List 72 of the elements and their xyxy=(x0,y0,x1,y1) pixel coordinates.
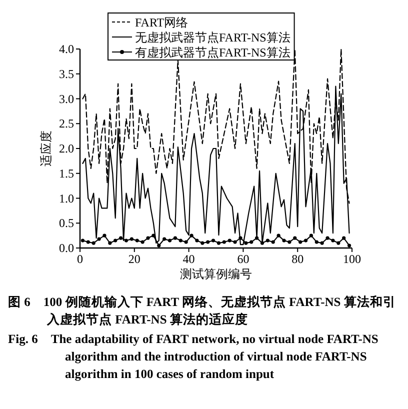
point xyxy=(102,234,106,238)
text: 图 6 100 例随机输入下 FART 网络、无虚拟节点 FART-NS 算法和引入虚拟节点 FART-NS 算法的适应度 xyxy=(8,294,396,326)
point xyxy=(266,238,270,242)
x-tick-label: 0 xyxy=(77,252,83,266)
x-axis-title: 测试算例编号 xyxy=(180,267,252,281)
point xyxy=(80,238,85,242)
point xyxy=(238,236,242,240)
y-axis-title: 适应度 xyxy=(39,130,53,166)
point xyxy=(92,241,96,245)
point xyxy=(336,241,340,245)
x-tick-label: 40 xyxy=(182,252,195,266)
y-tick-label: 2.0 xyxy=(59,142,74,156)
point xyxy=(271,240,275,244)
point xyxy=(152,234,156,238)
point xyxy=(157,244,161,248)
point xyxy=(331,238,335,242)
point xyxy=(195,238,199,242)
y-tick-label: 2.5 xyxy=(59,116,74,131)
point xyxy=(320,241,324,245)
point xyxy=(326,236,330,240)
point xyxy=(168,238,172,242)
point xyxy=(314,240,318,244)
legend-label: 有虚拟武器节点FART-NS算法 xyxy=(135,46,290,60)
point xyxy=(97,237,101,241)
point xyxy=(260,241,264,245)
x-tick-label: 100 xyxy=(343,252,361,266)
point xyxy=(211,238,216,242)
point xyxy=(86,240,90,244)
point xyxy=(173,236,177,240)
point xyxy=(190,234,194,238)
legend-label: FART网络 xyxy=(135,16,188,30)
point xyxy=(288,240,292,244)
point xyxy=(250,240,254,244)
point xyxy=(130,237,134,241)
y-tick-label: 0.0 xyxy=(59,241,74,255)
x-tick-label: 80 xyxy=(292,252,304,266)
x-tick-label: 20 xyxy=(128,252,140,266)
point xyxy=(206,240,210,244)
point xyxy=(222,240,226,244)
point xyxy=(114,238,118,242)
point xyxy=(244,241,248,245)
point xyxy=(216,241,221,245)
point xyxy=(119,236,123,240)
y-tick-label: 3.5 xyxy=(59,66,74,81)
point xyxy=(304,238,308,242)
point xyxy=(178,238,182,242)
point xyxy=(282,238,286,242)
point xyxy=(184,240,188,244)
legend-label: 无虚拟武器节点FART-NS算法 xyxy=(135,30,290,44)
y-tick-label: 1.5 xyxy=(59,166,74,180)
point xyxy=(124,238,128,242)
point xyxy=(228,238,232,242)
point xyxy=(200,241,204,245)
point xyxy=(276,234,280,238)
point xyxy=(135,238,139,242)
point xyxy=(233,240,237,244)
point xyxy=(140,240,144,244)
y-tick-label: 0.5 xyxy=(59,216,74,230)
y-tick-label: 3.0 xyxy=(59,92,74,106)
y-tick-label: 4.0 xyxy=(59,42,74,56)
text: Fig. 6 The adaptability of FART network, no virtual node FART-NS algorithm and the introduction of virtual node FART-NS algorithm in 100 cases of random input xyxy=(8,332,378,381)
point xyxy=(309,234,313,238)
y-tick-label: 1.0 xyxy=(59,191,74,206)
point xyxy=(347,244,352,248)
point xyxy=(342,236,346,240)
point xyxy=(146,236,150,240)
point xyxy=(108,241,112,245)
x-tick-label: 60 xyxy=(237,252,250,266)
point xyxy=(255,236,259,240)
point xyxy=(162,237,166,241)
point xyxy=(298,240,302,244)
point xyxy=(293,236,297,240)
